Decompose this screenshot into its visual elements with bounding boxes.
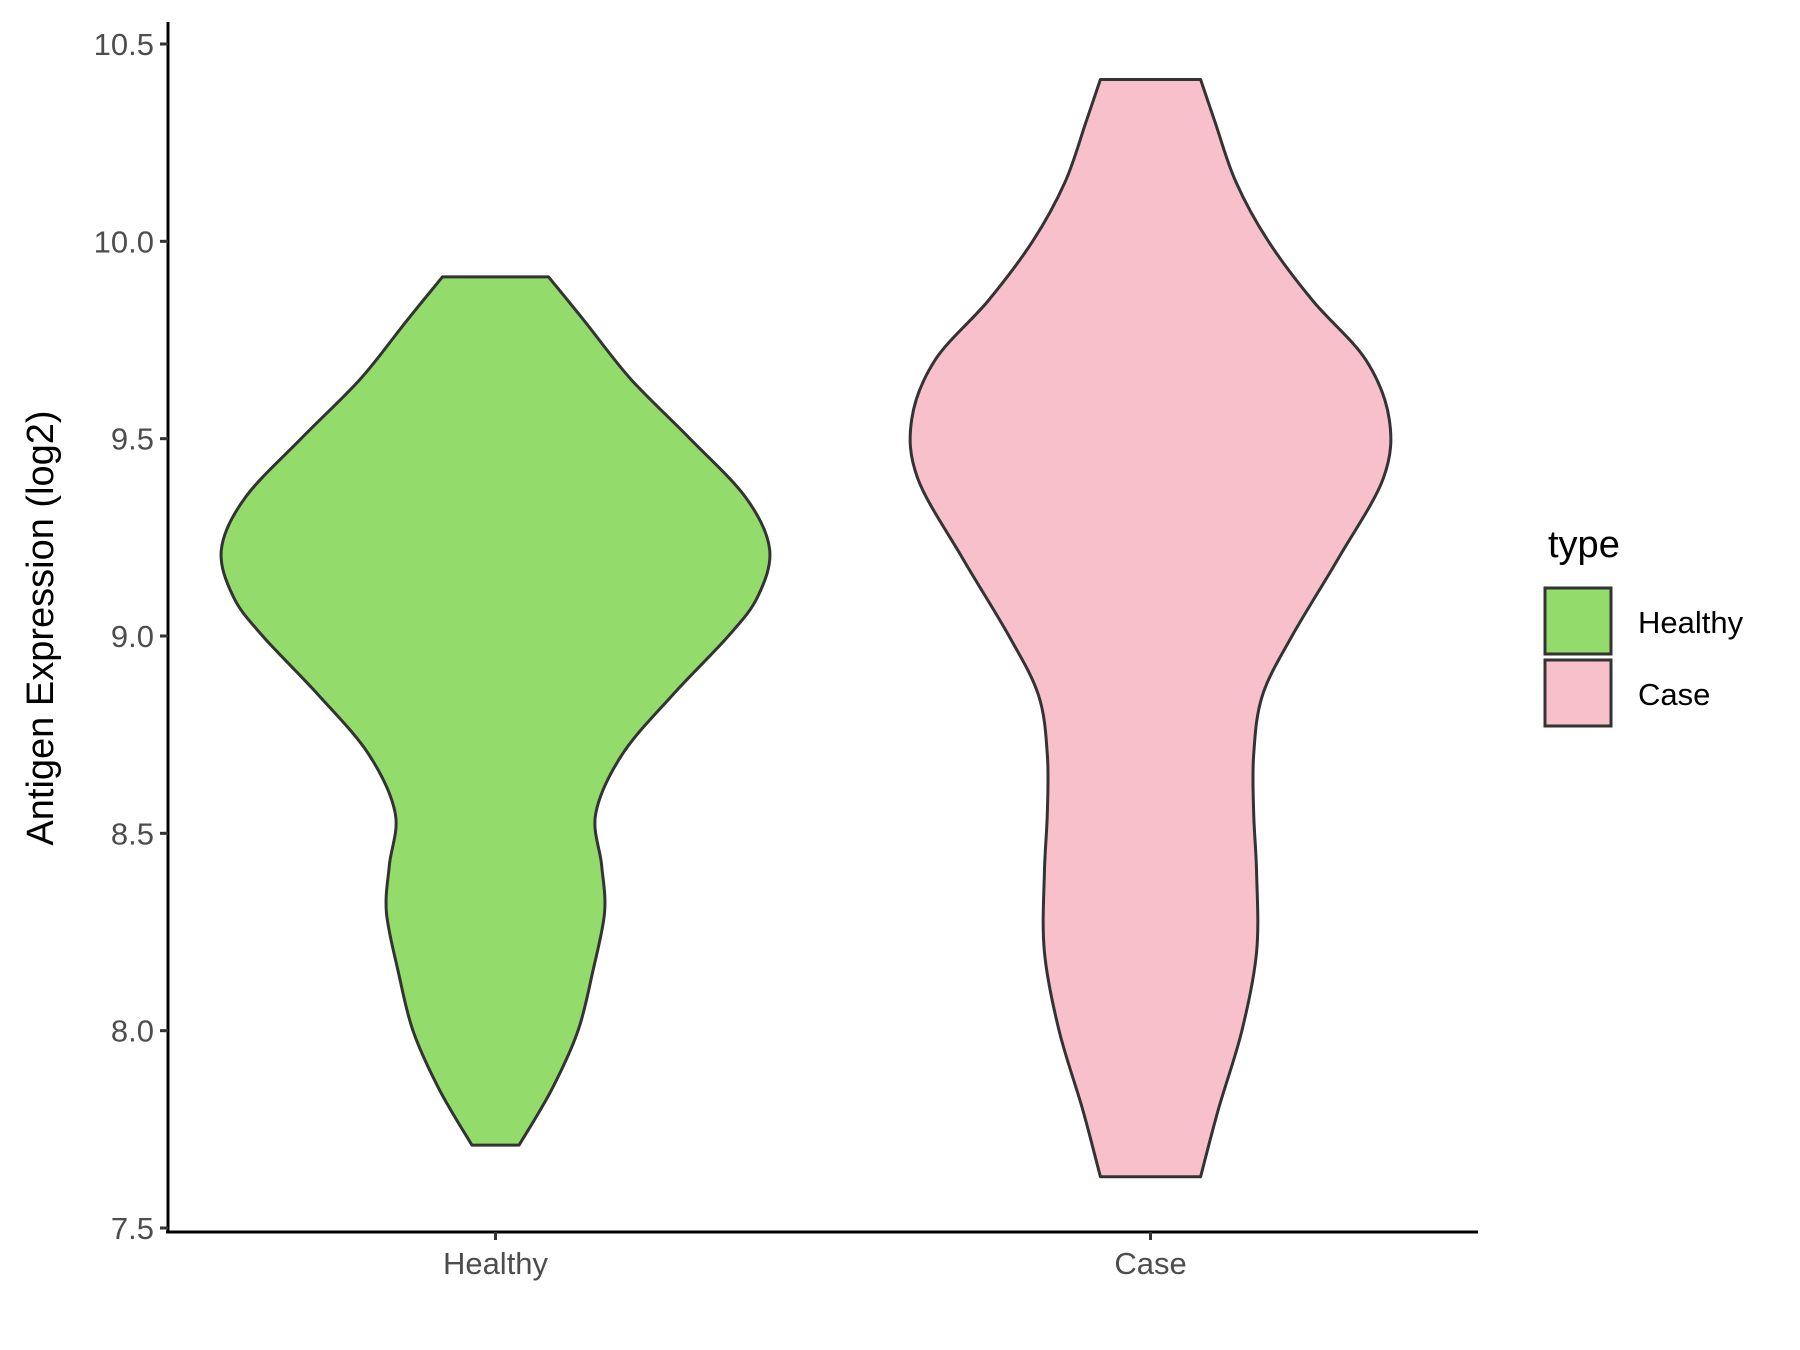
y-axis-title: Antigen Expression (log2) [20, 410, 62, 845]
y-axis: 7.5 8.0 8.5 9.0 9.5 10.0 10.5 [94, 22, 170, 1246]
x-tick-label: Healthy [443, 1246, 549, 1281]
y-tick-label: 10.5 [94, 27, 154, 62]
legend-label-case: Case [1638, 677, 1710, 712]
violin-case [908, 78, 1393, 1179]
x-tick-label: Case [1114, 1246, 1186, 1281]
legend-key-case [1543, 658, 1613, 728]
y-tick-label: 7.5 [111, 1211, 154, 1246]
y-tick-label: 10.0 [94, 224, 154, 259]
violin-healthy [219, 275, 772, 1147]
x-axis: Healthy Case [166, 1230, 1478, 1281]
legend-key-healthy [1543, 586, 1613, 656]
violin-layer [219, 78, 1393, 1179]
legend-title: type [1548, 524, 1620, 566]
legend: type Healthy Case [1543, 524, 1744, 728]
y-tick-label: 9.0 [111, 619, 154, 654]
y-tick-label: 8.0 [111, 1014, 154, 1049]
legend-label-healthy: Healthy [1638, 605, 1744, 640]
y-tick-label: 9.5 [111, 422, 154, 457]
y-tick-label: 8.5 [111, 816, 154, 851]
